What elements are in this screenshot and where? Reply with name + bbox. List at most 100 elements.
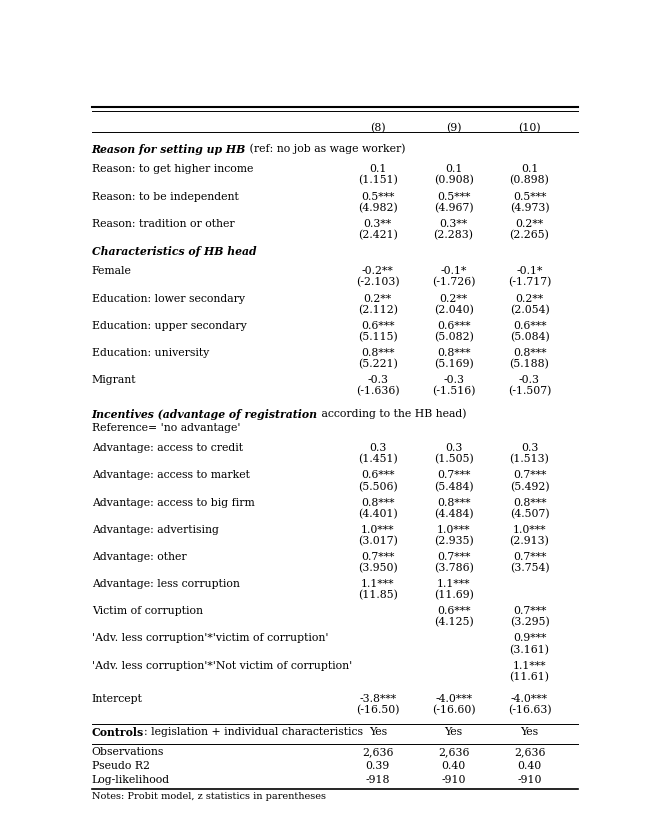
Text: (4.401): (4.401) <box>358 509 398 519</box>
Text: Characteristics of HB head: Characteristics of HB head <box>91 246 257 257</box>
Text: Yes: Yes <box>445 727 463 737</box>
Text: Education: university: Education: university <box>91 348 209 358</box>
Text: 0.3: 0.3 <box>521 443 538 453</box>
Text: 1.1***: 1.1*** <box>437 579 470 589</box>
Text: 0.6***: 0.6*** <box>437 321 470 331</box>
Text: (5.221): (5.221) <box>358 359 398 369</box>
Text: -4.0***: -4.0*** <box>435 694 472 704</box>
Text: Migrant: Migrant <box>91 375 136 385</box>
Text: 0.8***: 0.8*** <box>361 348 394 358</box>
Text: (11.69): (11.69) <box>434 590 473 601</box>
Text: 0.6***: 0.6*** <box>513 321 547 331</box>
Text: Advantage: less corruption: Advantage: less corruption <box>91 579 240 589</box>
Text: 2,636: 2,636 <box>438 747 470 757</box>
Text: (11.61): (11.61) <box>509 671 550 682</box>
Text: 0.40: 0.40 <box>441 761 466 771</box>
Text: 0.6***: 0.6*** <box>361 470 394 480</box>
Text: (2.283): (2.283) <box>434 229 473 240</box>
Text: 0.8***: 0.8*** <box>361 498 394 508</box>
Text: (4.973): (4.973) <box>510 203 549 213</box>
Text: (2.935): (2.935) <box>434 536 473 546</box>
Text: (-16.50): (-16.50) <box>356 706 400 715</box>
Text: -3.8***: -3.8*** <box>359 694 396 704</box>
Text: (1.451): (1.451) <box>358 455 398 465</box>
Text: according to the HB head): according to the HB head) <box>318 409 466 419</box>
Text: (1.151): (1.151) <box>358 175 398 185</box>
Text: -910: -910 <box>517 775 542 785</box>
Text: Victim of corruption: Victim of corruption <box>91 607 202 617</box>
Text: 0.40: 0.40 <box>517 761 541 771</box>
Text: (-2.103): (-2.103) <box>356 278 400 288</box>
Text: Yes: Yes <box>368 727 387 737</box>
Text: (-16.60): (-16.60) <box>432 706 475 715</box>
Text: 0.8***: 0.8*** <box>513 348 547 358</box>
Text: (5.484): (5.484) <box>434 481 473 492</box>
Text: Incentives (advantage of registration: Incentives (advantage of registration <box>91 409 318 420</box>
Text: (2.265): (2.265) <box>509 229 549 240</box>
Text: 1.0***: 1.0*** <box>361 524 394 535</box>
Text: 0.5***: 0.5*** <box>513 191 546 202</box>
Text: (-1.516): (-1.516) <box>432 386 475 396</box>
Text: 2,636: 2,636 <box>514 747 545 757</box>
Text: 0.7***: 0.7*** <box>437 552 470 562</box>
Text: Intercept: Intercept <box>91 694 142 704</box>
Text: 0.6***: 0.6*** <box>437 607 470 617</box>
Text: (2.112): (2.112) <box>358 305 398 315</box>
Text: Advantage: access to credit: Advantage: access to credit <box>91 443 243 453</box>
Text: Education: upper secondary: Education: upper secondary <box>91 321 246 331</box>
Text: 0.2**: 0.2** <box>439 293 468 303</box>
Text: (4.507): (4.507) <box>510 509 549 519</box>
Text: (5.115): (5.115) <box>358 332 398 342</box>
Text: 0.2**: 0.2** <box>364 293 392 303</box>
Text: (3.950): (3.950) <box>358 563 398 573</box>
Text: 0.9***: 0.9*** <box>513 633 546 643</box>
Text: (5.169): (5.169) <box>434 359 473 369</box>
Text: (0.898): (0.898) <box>509 175 549 185</box>
Text: 0.8***: 0.8*** <box>437 348 470 358</box>
Text: Advantage: access to market: Advantage: access to market <box>91 470 249 480</box>
Text: Controls: Controls <box>91 727 144 738</box>
Text: Yes: Yes <box>520 727 539 737</box>
Text: 0.8***: 0.8*** <box>437 498 470 508</box>
Text: Observations: Observations <box>91 747 164 757</box>
Text: (5.506): (5.506) <box>358 481 398 492</box>
Text: (0.908): (0.908) <box>434 175 473 185</box>
Text: (1.513): (1.513) <box>509 455 549 465</box>
Text: (3.754): (3.754) <box>510 563 549 573</box>
Text: (2.913): (2.913) <box>509 536 549 546</box>
Text: Female: Female <box>91 267 132 277</box>
Text: (2.040): (2.040) <box>434 305 473 315</box>
Text: : legislation + individual characteristics: : legislation + individual characteristi… <box>144 727 363 737</box>
Text: -0.2**: -0.2** <box>362 267 394 277</box>
Text: 0.2**: 0.2** <box>515 293 543 303</box>
Text: 0.3**: 0.3** <box>439 219 468 229</box>
Text: (ref: no job as wage worker): (ref: no job as wage worker) <box>246 144 406 155</box>
Text: (5.084): (5.084) <box>509 332 549 342</box>
Text: (10): (10) <box>518 123 541 134</box>
Text: (2.421): (2.421) <box>358 229 398 240</box>
Text: -0.3: -0.3 <box>519 375 540 385</box>
Text: 0.7***: 0.7*** <box>513 470 546 480</box>
Text: Log-likelihood: Log-likelihood <box>91 775 170 785</box>
Text: (4.484): (4.484) <box>434 509 473 519</box>
Text: (3.786): (3.786) <box>434 563 473 573</box>
Text: 0.7***: 0.7*** <box>513 552 546 562</box>
Text: Notes: Probit model, z statistics in parentheses: Notes: Probit model, z statistics in par… <box>91 792 326 801</box>
Text: 0.7***: 0.7*** <box>437 470 470 480</box>
Text: -0.1*: -0.1* <box>517 267 543 277</box>
Text: 0.39: 0.39 <box>366 761 390 771</box>
Text: (-1.726): (-1.726) <box>432 278 475 288</box>
Text: (3.295): (3.295) <box>509 617 549 627</box>
Text: (2.054): (2.054) <box>509 305 549 315</box>
Text: 1.1***: 1.1*** <box>513 661 547 671</box>
Text: 1.0***: 1.0*** <box>513 524 547 535</box>
Text: Reference= 'no advantage': Reference= 'no advantage' <box>91 423 240 433</box>
Text: 0.1: 0.1 <box>445 165 462 175</box>
Text: 0.8***: 0.8*** <box>513 498 547 508</box>
Text: (5.492): (5.492) <box>510 481 549 492</box>
Text: (8): (8) <box>370 123 385 134</box>
Text: (11.85): (11.85) <box>358 590 398 601</box>
Text: Reason: tradition or other: Reason: tradition or other <box>91 219 234 229</box>
Text: (-16.63): (-16.63) <box>507 706 551 715</box>
Text: Reason for setting up HB: Reason for setting up HB <box>91 144 246 155</box>
